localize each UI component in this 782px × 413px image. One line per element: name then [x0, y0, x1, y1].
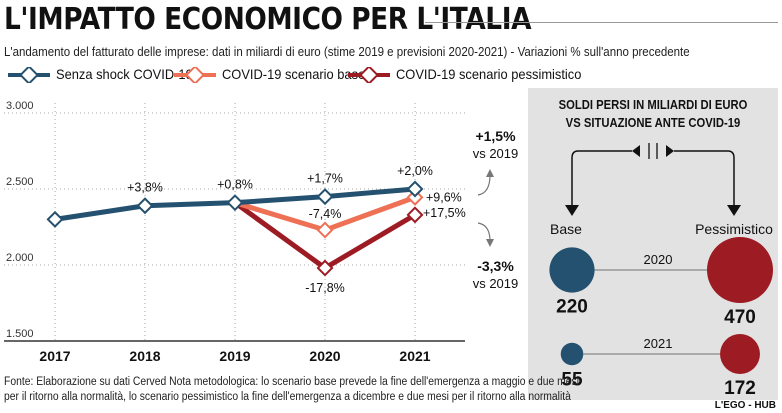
- annotation-arrow: [477, 222, 491, 242]
- page-subtitle: L'andamento del fatturato delle imprese:…: [4, 45, 690, 59]
- page-title: L'IMPATTO ECONOMICO PER L'ITALIA: [4, 2, 532, 37]
- bubble-value: 55: [561, 369, 583, 390]
- data-point: [136, 197, 154, 215]
- arrowhead-right: [666, 145, 674, 157]
- footnote-line1: Fonte: Elaborazione su dati Cerved Nota …: [4, 376, 580, 388]
- bubble: [560, 342, 584, 366]
- bubble-value: 220: [556, 297, 588, 318]
- line-chart: 3.000 2.500 2.000 1.500 2017 2018 2019 2020 2021…: [4, 100, 494, 364]
- upper-annotation-value: +1,5%: [475, 128, 516, 144]
- bubble: [707, 237, 773, 303]
- lower-annotation: -3,3% vs 2019: [468, 258, 523, 292]
- arrowhead-down: [727, 205, 741, 216]
- year-label: 2020: [644, 252, 673, 267]
- data-label: +9,6%: [426, 190, 462, 204]
- legend-label-no-shock: Senza shock COVID-19: [56, 66, 193, 82]
- panel-title-line1: SOLDI PERSI IN MILIARDI DI EURO: [558, 98, 748, 112]
- annotation-arrowhead: [486, 169, 494, 177]
- bracket-line: [674, 150, 735, 205]
- legend-base-icon: [174, 67, 216, 83]
- y-tick-label: 2.000: [6, 252, 34, 264]
- data-label: +3,8%: [127, 181, 163, 195]
- bracket-line: [571, 150, 632, 205]
- x-tick-label: 2021: [399, 348, 430, 364]
- legend-label-pessimistic: COVID-19 scenario pessimistico: [396, 66, 582, 82]
- x-tick-label: 2018: [129, 348, 160, 364]
- data-point: [406, 180, 424, 198]
- arrowhead-left: [632, 145, 640, 157]
- data-point: [316, 221, 334, 239]
- data-label: -7,4%: [309, 207, 342, 221]
- panel-title-line2: VS SITUAZIONE ANTE COVID-19: [565, 116, 741, 130]
- data-point: [406, 206, 424, 224]
- data-label: +17,5%: [423, 206, 466, 220]
- year-label: 2021: [644, 336, 673, 351]
- credit: L'EGO - HUB: [714, 400, 776, 411]
- column-header: Pessimistico: [695, 221, 773, 237]
- upper-annotation-text: vs 2019: [472, 146, 519, 161]
- data-point: [226, 194, 244, 212]
- title-divider: [425, 22, 778, 23]
- y-tick-label: 1.500: [6, 328, 34, 340]
- legend-pessimistic-icon: [348, 67, 390, 83]
- legend-label-base: COVID-19 scenario base: [222, 66, 366, 82]
- data-point: [46, 210, 64, 228]
- data-label: +1,7%: [307, 172, 343, 186]
- x-tick-label: 2019: [219, 348, 250, 364]
- bubble-value: 172: [724, 378, 756, 399]
- bubble: [720, 334, 760, 374]
- arrowhead-down: [565, 205, 579, 216]
- y-tick-label: 2.500: [6, 176, 34, 188]
- bubble-chart: Base Pessimistico 2020 220 470 2021 55 172: [549, 143, 773, 399]
- column-header: Base: [550, 221, 582, 237]
- x-tick-label: 2020: [309, 348, 340, 364]
- lower-annotation-text: vs 2019: [472, 276, 519, 291]
- upper-annotation: +1,5% vs 2019: [468, 128, 523, 162]
- footnote-line2: per il ritorno alla normalità, lo scenar…: [4, 391, 571, 403]
- annotation-arrowhead: [486, 239, 494, 247]
- annotation-arrow: [477, 174, 491, 196]
- bubble: [549, 247, 595, 293]
- data-label: -17,8%: [305, 281, 345, 295]
- y-tick-label: 3.000: [6, 100, 34, 112]
- lower-annotation-value: -3,3%: [477, 258, 514, 274]
- legend-no-shock-icon: [8, 67, 50, 83]
- bubble-value: 470: [724, 307, 756, 328]
- data-label: +2,0%: [397, 164, 433, 178]
- x-tick-label: 2017: [39, 348, 70, 364]
- losses-panel: SOLDI PERSI IN MILIARDI DI EURO VS SITUA…: [528, 88, 778, 400]
- footnote: Fonte: Elaborazione su dati Cerved Nota …: [4, 375, 579, 405]
- data-point: [316, 259, 334, 277]
- panel-title: SOLDI PERSI IN MILIARDI DI EURO VS SITUA…: [541, 96, 766, 132]
- data-point: [316, 188, 334, 206]
- data-label: +0,8%: [217, 178, 253, 192]
